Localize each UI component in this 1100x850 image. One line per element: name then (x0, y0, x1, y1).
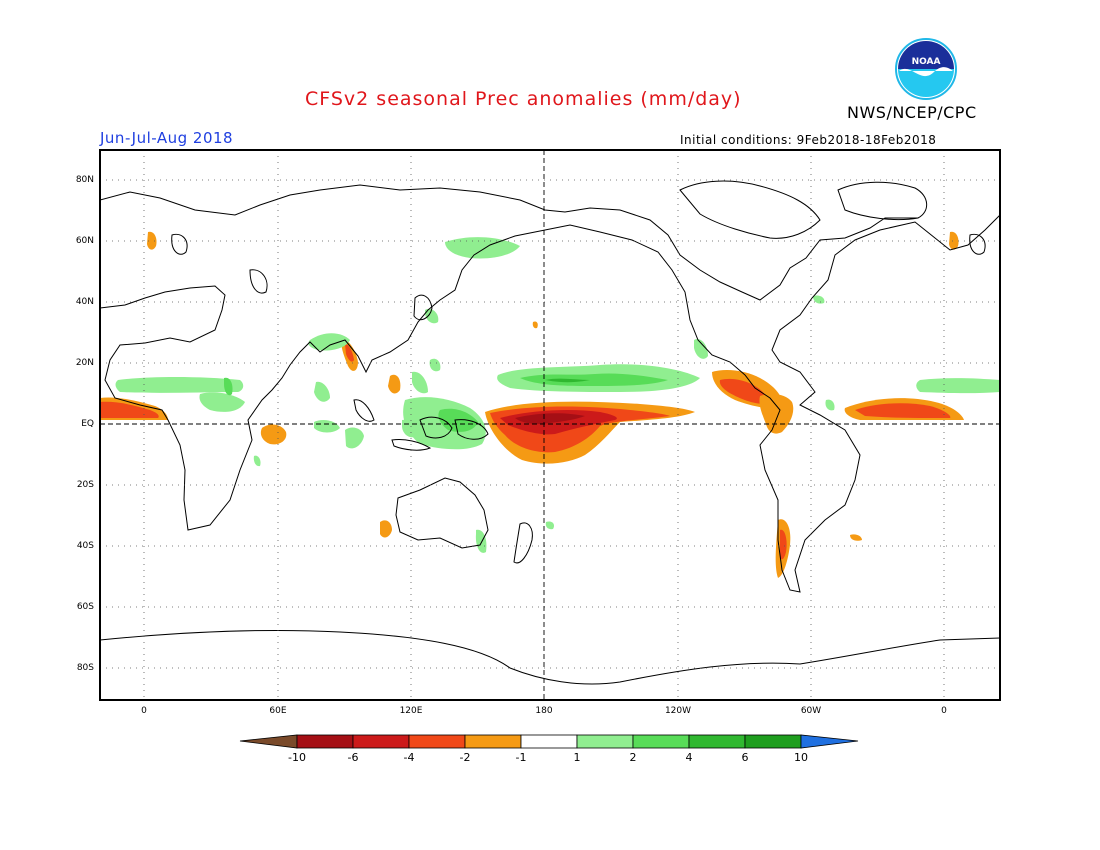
lat-tick-20n: 20N (75, 358, 94, 368)
lat-tick-40n: 40N (75, 297, 94, 307)
lat-tick-40s: 40S (76, 541, 94, 551)
noaa-logo: NOAA (895, 38, 957, 100)
colorbar-high-arrow (800, 734, 859, 749)
lon-tick-180: 180 (535, 706, 553, 716)
colorbar-label: 2 (629, 751, 637, 764)
lat-tick-60s: 60S (76, 602, 94, 612)
colorbar-label: -2 (459, 751, 471, 764)
colorbar-label: 4 (685, 751, 693, 764)
lat-tick-eq: EQ (81, 419, 94, 429)
colorbar-label: -4 (403, 751, 415, 764)
colorbar (239, 734, 859, 749)
anomaly-shading (100, 231, 1000, 578)
lat-tick-60n: 60N (75, 236, 94, 246)
lat-tick-20s: 20S (76, 480, 94, 490)
colorbar-label: 1 (573, 751, 581, 764)
lon-tick-0-west: 0 (141, 706, 147, 716)
agency-label: NWS/NCEP/CPC (847, 103, 977, 122)
lat-tick-80s: 80S (76, 663, 94, 673)
forecast-period: Jun-Jul-Aug 2018 (100, 129, 234, 147)
map-frame (99, 149, 1001, 701)
lon-tick-120w: 120W (664, 706, 692, 716)
colorbar-label: 10 (794, 751, 808, 764)
colorbar-label: 6 (741, 751, 749, 764)
colorbar-label: -10 (288, 751, 306, 764)
reference-lines (100, 150, 1000, 700)
lat-lon-grid (100, 150, 1000, 700)
colorbar-low-arrow (239, 734, 298, 749)
chart-title: CFSv2 seasonal Prec anomalies (mm/day) (305, 88, 742, 110)
coastlines (100, 180, 1000, 685)
colorbar-label: -6 (347, 751, 359, 764)
colorbar-label: -1 (515, 751, 527, 764)
lat-tick-80n: 80N (75, 175, 94, 185)
lon-tick-0-east: 0 (941, 706, 947, 716)
lon-tick-60w: 60W (800, 706, 822, 716)
initial-conditions: Initial conditions: 9Feb2018-18Feb2018 (680, 133, 937, 147)
noaa-logo-text: NOAA (912, 57, 941, 67)
lon-tick-120e: 120E (399, 706, 423, 716)
lon-tick-60e: 60E (269, 706, 287, 716)
